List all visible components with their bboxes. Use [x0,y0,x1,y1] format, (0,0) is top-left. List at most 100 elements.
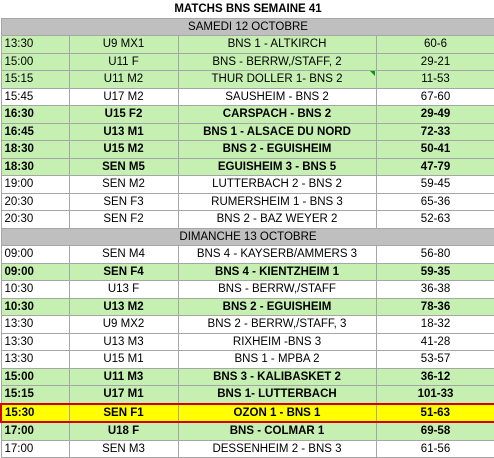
score-cell[interactable]: 61-56 [375,439,494,458]
time-cell[interactable]: 13:30 [0,350,70,369]
score-cell[interactable]: 11-53 [375,70,494,89]
time-cell[interactable]: 17:00 [0,439,70,458]
match-cell[interactable]: RUMERSHEIM 1 - BNS 3 [177,192,377,211]
match-cell[interactable]: BNS 1 - ALSACE DU NORD [177,122,377,141]
score-cell[interactable]: 69-58 [375,421,494,441]
score-cell[interactable]: 59-35 [375,262,494,281]
match-row: 18:30 U15 M2 BNS 2 - EGUISHEIM 50-41 [0,140,494,159]
score-cell[interactable]: 29-21 [375,52,494,71]
match-cell[interactable]: BNS 3 - KALIBASKET 2 [177,367,377,386]
score-cell[interactable]: 52-63 [375,210,494,229]
team-cell[interactable]: U15 M2 [68,140,179,159]
time-cell[interactable]: 15:00 [0,52,70,71]
team-cell[interactable]: U17 M1 [68,385,179,404]
score-cell[interactable]: 41-28 [375,332,494,351]
match-row: 16:45 U13 M1 BNS 1 - ALSACE DU NORD 72-33 [0,122,494,141]
score-cell[interactable]: 59-45 [375,175,494,194]
score-cell[interactable]: 53-57 [375,350,494,369]
score-cell[interactable]: 51-63 [375,402,494,423]
team-cell[interactable]: SEN M2 [68,175,179,194]
time-cell[interactable]: 15:45 [0,87,70,106]
team-cell[interactable]: U17 M2 [68,87,179,106]
score-cell[interactable]: 65-36 [375,192,494,211]
time-cell[interactable]: 15:15 [0,385,70,404]
day-header[interactable]: DIMANCHE 13 OCTOBRE [0,227,494,246]
team-cell[interactable]: SEN F4 [68,262,179,281]
score-cell[interactable]: 78-36 [375,297,494,316]
score-cell[interactable]: 36-38 [375,280,494,299]
match-cell[interactable]: LUTTERBACH 2 - BNS 2 [177,175,377,194]
match-cell[interactable]: BNS - BERRW,/STAFF, 2 [177,52,377,71]
match-cell[interactable]: CARSPACH - BNS 2 [177,105,377,124]
match-cell[interactable]: BNS 2 - EGUISHEIM [177,140,377,159]
score-cell[interactable]: 29-49 [375,105,494,124]
match-row: 18:30 SEN M5 EGUISHEIM 3 - BNS 5 47-79 [0,157,494,176]
match-cell[interactable]: SAUSHEIM - BNS 2 [177,87,377,106]
match-cell[interactable]: BNS 2 - BERRW,/STAFF, 3 [177,315,377,334]
time-cell[interactable]: 20:30 [0,210,70,229]
team-cell[interactable]: U13 M1 [68,122,179,141]
match-cell[interactable]: BNS 2 - BAZ WEYER 2 [177,210,377,229]
time-cell[interactable]: 09:00 [0,245,70,264]
time-cell[interactable]: 17:00 [0,421,70,441]
match-cell[interactable]: BNS - COLMAR 1 [177,421,377,441]
time-cell[interactable]: 15:30 [0,402,70,423]
score-cell[interactable]: 50-41 [375,140,494,159]
score-cell[interactable]: 67-60 [375,87,494,106]
team-cell[interactable]: SEN F3 [68,192,179,211]
score-cell[interactable]: 72-33 [375,122,494,141]
team-cell[interactable]: SEN F2 [68,210,179,229]
time-cell[interactable]: 13:30 [0,332,70,351]
team-cell[interactable]: SEN M3 [68,439,179,458]
match-cell[interactable]: EGUISHEIM 3 - BNS 5 [177,157,377,176]
team-cell[interactable]: U11 M3 [68,367,179,386]
team-cell[interactable]: U11 F [68,52,179,71]
team-cell[interactable]: U18 F [68,421,179,441]
team-cell[interactable]: SEN M5 [68,157,179,176]
match-cell[interactable]: BNS 4 - KAYSERB/AMMERS 3 [177,245,377,264]
time-cell[interactable]: 13:30 [0,315,70,334]
score-cell[interactable]: 47-79 [375,157,494,176]
time-cell[interactable]: 09:00 [0,262,70,281]
team-cell[interactable]: U15 F2 [68,105,179,124]
score-cell[interactable]: 56-80 [375,245,494,264]
time-cell[interactable]: 15:00 [0,367,70,386]
match-cell[interactable]: DESSENHEIM 2 - BNS 3 [177,439,377,458]
time-cell[interactable]: 16:30 [0,105,70,124]
team-cell[interactable]: U13 M2 [68,297,179,316]
match-cell[interactable]: BNS 2 - EGUISHEIM [177,297,377,316]
score-cell[interactable]: 36-12 [375,367,494,386]
match-cell[interactable]: BNS 1 - ALTKIRCH [177,35,377,54]
time-cell[interactable]: 18:30 [0,140,70,159]
score-cell[interactable]: 18-32 [375,315,494,334]
match-cell[interactable]: BNS 1- LUTTERBACH [177,385,377,404]
day-header[interactable]: SAMEDI 12 OCTOBRE [0,17,494,36]
sheet-title[interactable]: MATCHS BNS SEMAINE 41 [0,0,494,19]
team-cell[interactable]: SEN M4 [68,245,179,264]
match-cell[interactable]: THUR DOLLER 1- BNS 2 [177,70,377,89]
score-cell[interactable]: 60-6 [375,35,494,54]
time-cell[interactable]: 15:15 [0,70,70,89]
score-cell[interactable]: 101-33 [375,385,494,404]
team-cell[interactable]: SEN F1 [68,402,179,423]
team-cell[interactable]: U13 M3 [68,332,179,351]
time-cell[interactable]: 19:00 [0,175,70,194]
team-cell[interactable]: U9 MX2 [68,315,179,334]
match-cell[interactable]: BNS 1 - MPBA 2 [177,350,377,369]
match-cell[interactable]: RIXHEIM -BNS 3 [177,332,377,351]
time-cell[interactable]: 18:30 [0,157,70,176]
time-cell[interactable]: 10:30 [0,297,70,316]
match-cell[interactable]: BNS - BERRW,/STAFF [177,280,377,299]
time-cell[interactable]: 20:30 [0,192,70,211]
match-row: 13:30 U15 M1 BNS 1 - MPBA 2 53-57 [0,350,494,369]
time-cell[interactable]: 16:45 [0,122,70,141]
team-cell[interactable]: U11 M2 [68,70,179,89]
time-cell[interactable]: 13:30 [0,35,70,54]
match-row: 15:00 U11 F BNS - BERRW,/STAFF, 2 29-21 [0,52,494,71]
team-cell[interactable]: U15 M1 [68,350,179,369]
match-cell[interactable]: BNS 4 - KIENTZHEIM 1 [177,262,377,281]
time-cell[interactable]: 10:30 [0,280,70,299]
team-cell[interactable]: U13 F [68,280,179,299]
team-cell[interactable]: U9 MX1 [68,35,179,54]
match-cell[interactable]: OZON 1 - BNS 1 [177,402,377,423]
